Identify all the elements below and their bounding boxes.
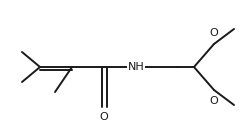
Text: O: O: [210, 28, 218, 38]
Text: O: O: [100, 112, 108, 122]
Text: O: O: [210, 96, 218, 106]
Text: NH: NH: [128, 62, 144, 72]
